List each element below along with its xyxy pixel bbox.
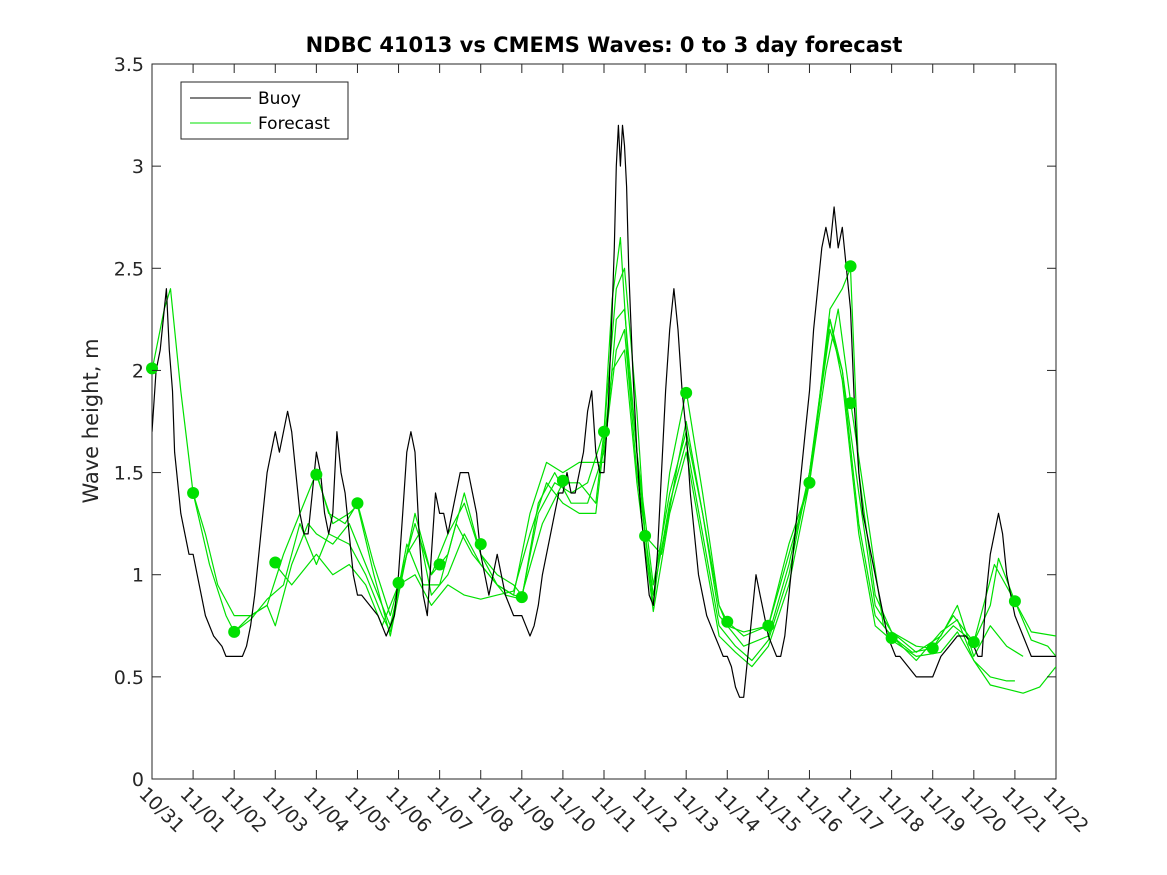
y-axis-ticks: 0 0.5 1 1.5 2 2.5 3 3.5	[114, 54, 1056, 791]
forecast-series-line	[233, 329, 1015, 682]
forecast-marker	[269, 556, 282, 569]
plot-area	[146, 63, 1057, 780]
y-tick-label: 1.5	[114, 463, 144, 485]
series-group	[152, 124, 1056, 698]
chart-title: NDBC 41013 vs CMEMS Waves: 0 to 3 day fo…	[306, 33, 903, 57]
legend-forecast-label: Forecast	[258, 114, 330, 134]
buoy-series-line	[152, 124, 1056, 698]
forecast-marker	[228, 625, 241, 638]
forecast-marker	[433, 558, 446, 571]
forecast-marker	[187, 487, 200, 499]
y-tick-label: 2	[132, 360, 144, 382]
y-tick-label: 1	[132, 565, 144, 587]
forecast-marker	[515, 591, 528, 604]
forecast-marker	[474, 538, 487, 551]
forecast-marker	[721, 615, 734, 628]
forecast-marker	[680, 386, 693, 399]
legend-buoy-label: Buoy	[258, 89, 301, 109]
forecast-marker	[556, 474, 569, 487]
forecast-marker	[310, 468, 323, 481]
forecast-series-line	[274, 318, 1056, 694]
forecast-marker	[598, 425, 610, 438]
y-axis-label: Wave height, m	[79, 338, 103, 503]
legend: Buoy Forecast	[180, 81, 349, 140]
forecast-marker	[844, 260, 857, 273]
y-tick-label: 3	[132, 156, 144, 178]
y-tick-label: 2.5	[114, 258, 144, 280]
legend-box	[180, 81, 349, 140]
forecast-series-line	[192, 308, 1024, 657]
y-tick-label: 0.5	[114, 667, 144, 689]
forecast-marker	[392, 576, 405, 589]
forecast-marker	[926, 642, 939, 655]
forecast-marker	[762, 619, 775, 632]
forecast-marker	[146, 362, 158, 375]
forecast-marker	[639, 529, 652, 542]
y-tick-label: 3.5	[114, 54, 144, 76]
forecast-marker	[803, 476, 816, 489]
forecast-marker	[351, 497, 364, 510]
forecast-marker	[885, 632, 898, 645]
forecast-marker	[967, 636, 980, 649]
forecast-series-line	[152, 237, 1056, 653]
marker-group	[146, 260, 1021, 655]
forecast-marker	[1008, 595, 1021, 608]
forecast-marker	[844, 397, 857, 410]
y-tick-label: 0	[132, 769, 144, 791]
axes-box	[151, 63, 1057, 780]
